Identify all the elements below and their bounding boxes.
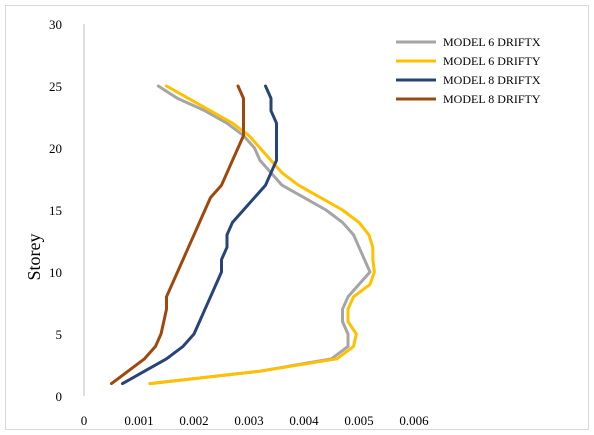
legend: MODEL 6 DRIFTX MODEL 6 DRIFTY MODEL 8 DRIF… (396, 35, 541, 106)
axes: 0 5 10 15 20 25 30 0 0.001 0.002 0.003 0.004 0.005 0.… (49, 17, 429, 428)
x-tick-label: 0.006 (399, 413, 429, 428)
legend-label: MODEL 6 DRIFTX (443, 35, 541, 49)
series-layer (110, 84, 376, 386)
x-tick-label: 0 (81, 413, 88, 428)
y-tick-label: 10 (49, 265, 62, 280)
series-line-model-8-driftx (121, 84, 278, 386)
legend-label: MODEL 8 DRIFTX (443, 73, 541, 87)
y-tick-label: 25 (49, 79, 62, 94)
series-line-model-6-driftx (148, 84, 372, 386)
x-tick-label: 0.005 (344, 413, 373, 428)
y-tick-label: 20 (49, 141, 62, 156)
series-line-model-8-drifty (110, 84, 245, 386)
x-tick-label: 0.002 (179, 413, 208, 428)
y-tick-label: 0 (56, 389, 63, 404)
y-tick-label: 30 (49, 17, 62, 32)
legend-label: MODEL 8 DRIFTY (443, 92, 541, 106)
x-tick-label: 0.001 (124, 413, 153, 428)
y-axis-label: Storey (24, 234, 44, 281)
chart-frame (5, 5, 589, 430)
y-tick-label: 15 (49, 203, 62, 218)
y-tick-label: 5 (56, 327, 63, 342)
legend-label: MODEL 6 DRIFTY (443, 54, 541, 68)
x-tick-label: 0.003 (234, 413, 263, 428)
x-tick-label: 0.004 (289, 413, 319, 428)
series-line-model-6-drifty (148, 84, 376, 386)
